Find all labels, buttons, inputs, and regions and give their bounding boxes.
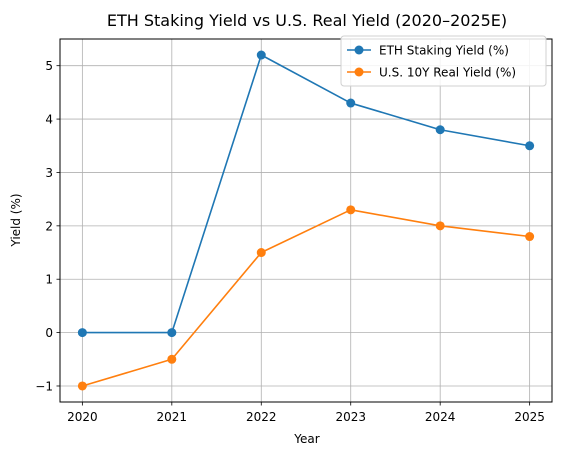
legend-box — [340, 35, 547, 87]
legend-marker — [354, 45, 364, 55]
x-tick-label: 2024 — [425, 410, 456, 424]
data-point — [435, 221, 445, 231]
legend-marker — [354, 67, 364, 77]
data-point — [77, 328, 87, 338]
x-tick-label: 2025 — [514, 410, 545, 424]
legend-label: U.S. 10Y Real Yield (%) — [379, 66, 516, 80]
y-tick-label: 2 — [45, 219, 53, 233]
series-line — [82, 54, 530, 334]
data-point — [256, 50, 266, 60]
legend-label: ETH Staking Yield (%) — [379, 44, 509, 58]
x-axis-label: Year — [293, 432, 319, 446]
axis-ticks: 2020 2021 2022 2023 2024 2025 −1 0 1 2 3 4 5 — [35, 59, 545, 424]
series-1 — [77, 50, 535, 338]
x-tick-label: 2023 — [335, 410, 366, 424]
y-tick-label: 4 — [45, 113, 53, 127]
legend-item: U.S. 10Y Real Yield (%) — [347, 66, 516, 80]
y-tick-label: 5 — [45, 59, 53, 73]
y-tick-label: 3 — [45, 166, 53, 180]
data-point — [525, 141, 535, 151]
series-2 — [77, 205, 535, 391]
y-tick-label: −1 — [35, 379, 53, 393]
data-point — [435, 125, 445, 135]
data-point — [346, 98, 356, 108]
series-layer — [77, 50, 535, 391]
plot-area-frame — [59, 38, 553, 403]
data-point — [167, 328, 177, 338]
x-tick-label: 2021 — [157, 410, 188, 424]
x-tick-label: 2020 — [67, 410, 98, 424]
data-point — [167, 354, 177, 364]
data-point — [346, 205, 356, 215]
legend-item: ETH Staking Yield (%) — [347, 44, 509, 58]
y-tick-label: 0 — [45, 326, 53, 340]
y-axis-label: Yield (%) — [9, 193, 23, 247]
data-point — [77, 381, 87, 391]
y-tick-label: 1 — [45, 273, 53, 287]
chart-title: ETH Staking Yield vs U.S. Real Yield (20… — [107, 11, 507, 30]
x-tick-label: 2022 — [246, 410, 277, 424]
data-point — [256, 248, 266, 258]
series-line — [82, 209, 530, 387]
legend: ETH Staking Yield (%) U.S. 10Y Real Yield… — [340, 35, 547, 87]
data-point — [525, 232, 535, 242]
